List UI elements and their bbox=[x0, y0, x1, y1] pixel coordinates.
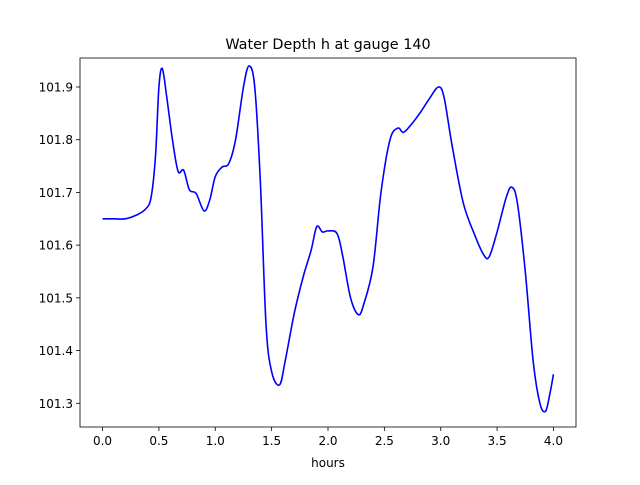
chart-title: Water Depth h at gauge 140 bbox=[225, 37, 430, 53]
x-tick-label-0: 0.0 bbox=[93, 434, 112, 448]
y-tick-label-5: 101.8 bbox=[39, 133, 73, 147]
y-tick-label-3: 101.6 bbox=[39, 239, 73, 253]
plot-area: 0.0 0.5 1.0 1.5 2.0 2.5 3.0 3.5 4.0 101.3 101.4 101… bbox=[39, 57, 577, 448]
x-tick-label-2: 1.0 bbox=[206, 434, 225, 448]
series-line-0 bbox=[102, 65, 555, 413]
x-tick-label-4: 2.0 bbox=[318, 434, 337, 448]
y-tick-label-6: 101.9 bbox=[39, 80, 73, 94]
x-tick-label-5: 2.5 bbox=[375, 434, 394, 448]
x-tick-label-1: 0.5 bbox=[149, 434, 168, 448]
y-tick-label-0: 101.3 bbox=[39, 397, 73, 411]
x-tick-label-7: 3.5 bbox=[488, 434, 507, 448]
x-tick-label-8: 4.0 bbox=[544, 434, 563, 448]
y-tick-label-2: 101.5 bbox=[39, 291, 73, 305]
x-axis-label: hours bbox=[311, 456, 345, 470]
x-tick-label-3: 1.5 bbox=[262, 434, 281, 448]
x-tick-label-6: 3.0 bbox=[431, 434, 450, 448]
y-tick-label-1: 101.4 bbox=[39, 344, 73, 358]
y-tick-label-4: 101.7 bbox=[39, 186, 73, 200]
